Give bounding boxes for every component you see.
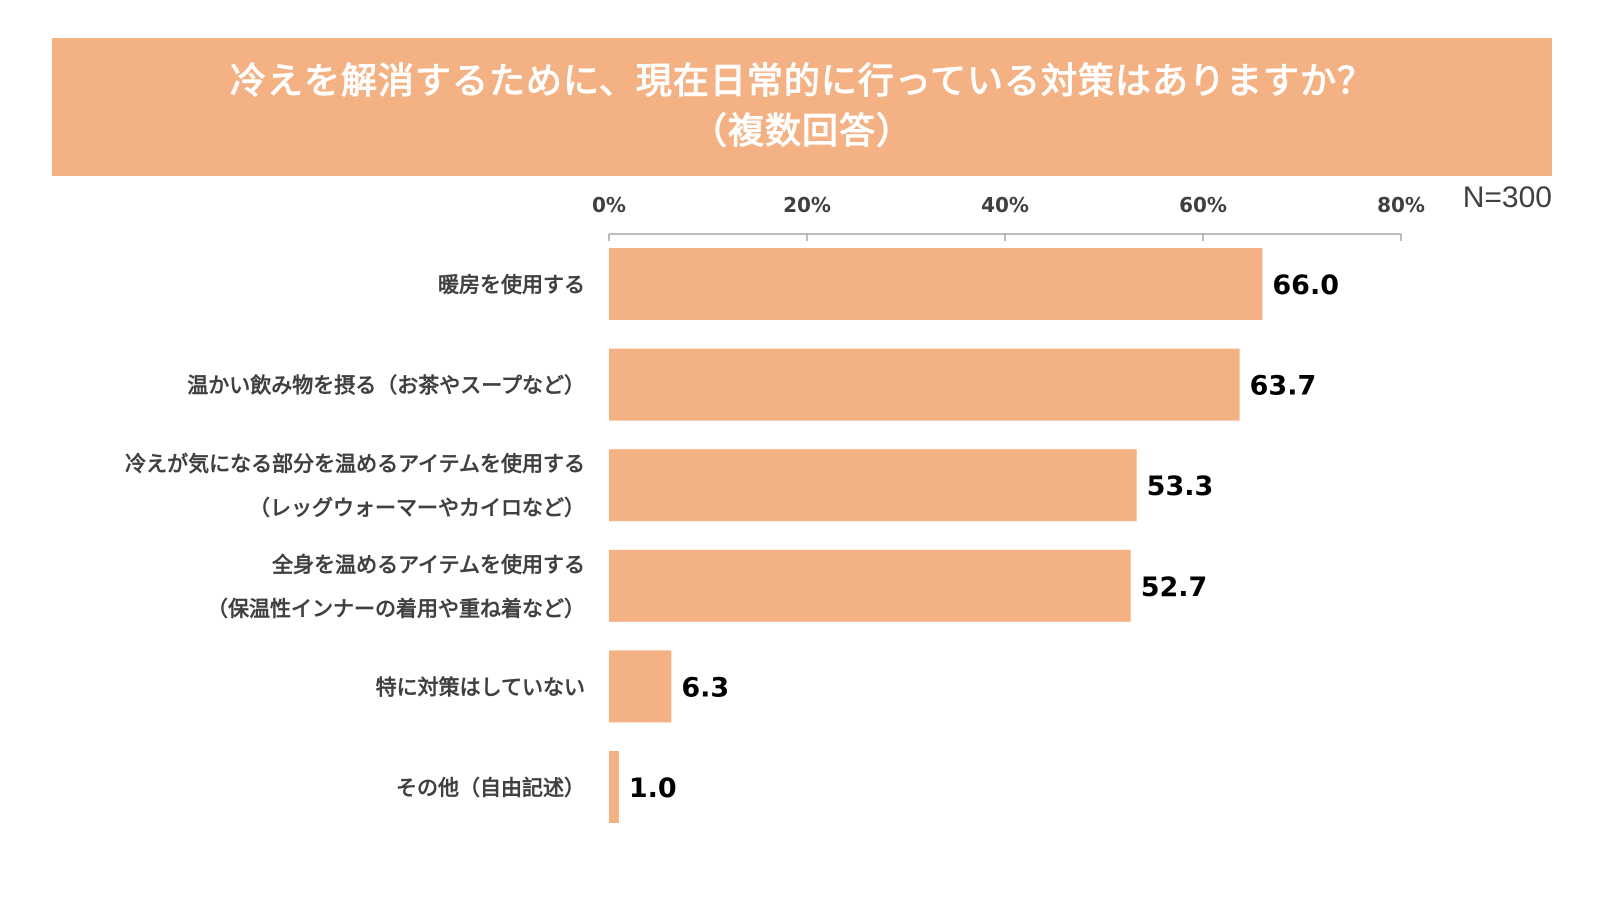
- category-label: 暖房を使用する: [438, 273, 585, 297]
- category-label: 全身を温めるアイテムを使用する: [271, 553, 585, 577]
- x-tick-label: 0%: [592, 193, 626, 217]
- chart-title-line-1: 冷えを解消するために、現在日常的に行っている対策はありますか？: [229, 61, 1375, 102]
- category-label: 冷えが気になる部分を温めるアイテムを使用する: [125, 452, 585, 476]
- data-label: 53.3: [1147, 471, 1214, 502]
- data-label: 63.7: [1250, 371, 1317, 402]
- x-tick-label: 60%: [1179, 193, 1227, 217]
- sample-size-label: N=300: [1463, 181, 1552, 214]
- data-label: 6.3: [681, 672, 729, 703]
- category-label: 特に対策はしていない: [376, 675, 585, 699]
- bar: [609, 449, 1137, 522]
- bars: 66.0 暖房を使用する 63.7 温かい飲み物を摂る（お茶やスープなど） 53.3 冷え…: [125, 248, 1339, 823]
- category-label: （レッグウォーマーやカイロなど）: [249, 496, 585, 520]
- chart-title-line-2: （複数回答）: [690, 111, 913, 152]
- x-tick-label: 40%: [981, 193, 1029, 217]
- bar: [609, 549, 1131, 622]
- category-label: （保温性インナーの着用や重ね着など）: [207, 597, 585, 621]
- bar: [609, 751, 619, 823]
- category-label: 温かい飲み物を摂る（お茶やスープなど）: [187, 374, 585, 398]
- x-axis: 0% 20% 40% 60% 80%: [592, 193, 1425, 241]
- title-banner: 冷えを解消するために、現在日常的に行っている対策はありますか？ （複数回答）: [52, 38, 1552, 176]
- data-label: 1.0: [629, 773, 677, 804]
- x-tick-label: 80%: [1377, 193, 1425, 217]
- bar: [609, 650, 672, 723]
- bar: [609, 348, 1240, 421]
- data-label: 66.0: [1272, 270, 1339, 301]
- category-label: その他（自由記述）: [396, 776, 585, 800]
- data-label: 52.7: [1141, 572, 1208, 603]
- x-tick-label: 20%: [783, 193, 831, 217]
- bar: [609, 248, 1263, 320]
